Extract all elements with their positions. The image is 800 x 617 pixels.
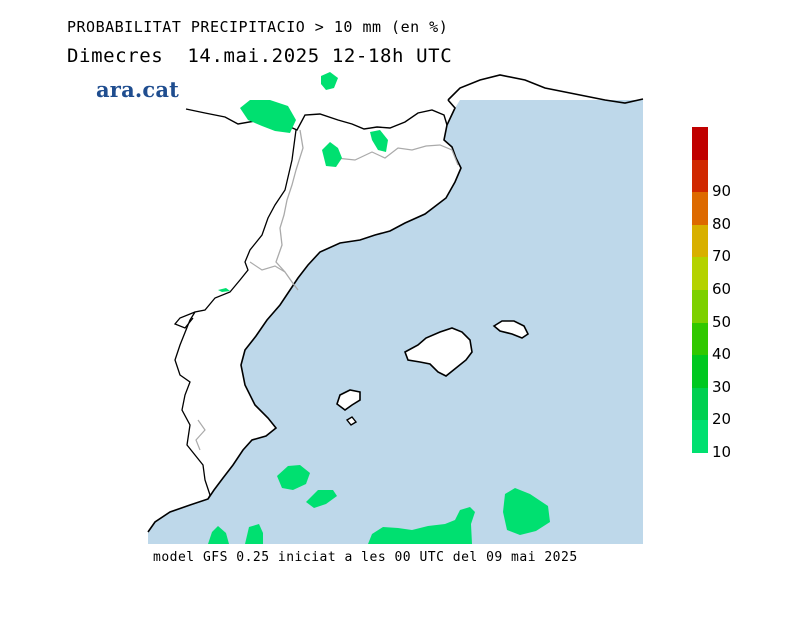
coastline (147, 99, 462, 533)
legend-swatch (692, 257, 708, 290)
legend-label: 30 (712, 377, 732, 396)
province-border-b (249, 261, 286, 273)
legend-swatch (692, 387, 708, 421)
precip-area (370, 130, 388, 152)
province-border-c (195, 419, 206, 451)
ibiza-island (336, 389, 361, 411)
legend-swatch (692, 224, 708, 258)
precip-area (245, 524, 263, 544)
precip-area (322, 142, 342, 167)
legend-swatch (692, 159, 708, 193)
legend-label: 90 (712, 182, 732, 201)
precip-area (240, 100, 296, 133)
legend-label: 10 (712, 443, 732, 461)
precip-area (321, 72, 338, 90)
formentera-island (345, 416, 358, 426)
land-mass (148, 100, 461, 532)
legend-label: 80 (712, 214, 732, 233)
province-border-a (335, 144, 459, 166)
legend-swatch (692, 322, 708, 356)
precip-area (208, 526, 229, 544)
brand-logo[interactable]: ara.cat (96, 77, 180, 102)
western-border (174, 129, 297, 500)
menorca-island (492, 320, 530, 339)
north-coastline (447, 74, 644, 104)
legend-label: 50 (712, 312, 732, 331)
legend-swatch (692, 192, 708, 225)
legend-label: 60 (712, 280, 732, 298)
mallorca-island (404, 327, 473, 377)
legend-swatch (692, 289, 708, 323)
precip-area (306, 490, 337, 508)
map-title: PROBABILITAT PRECIPITACIO > 10 mm (en %) (67, 18, 449, 36)
precip-area (503, 488, 550, 535)
catalonia-border (275, 129, 304, 291)
forecast-date: Dimecres 14.mai.2025 12-18h UTC (67, 45, 453, 67)
legend-swatch (692, 355, 708, 388)
legend-swatch (692, 127, 708, 160)
legend-label: 20 (712, 410, 732, 429)
france-border (185, 108, 448, 131)
precip-area (218, 288, 230, 292)
precipitation-areas (208, 72, 550, 544)
legend-label: 70 (712, 247, 732, 266)
legend-label: 40 (712, 345, 732, 364)
legend-swatch (692, 420, 708, 453)
color-legend (692, 127, 708, 453)
precip-area (368, 507, 475, 544)
model-info: model GFS 0.25 iniciat a les 00 UTC del … (153, 550, 578, 565)
precip-area (277, 465, 310, 490)
teruel-notch (173, 311, 196, 329)
